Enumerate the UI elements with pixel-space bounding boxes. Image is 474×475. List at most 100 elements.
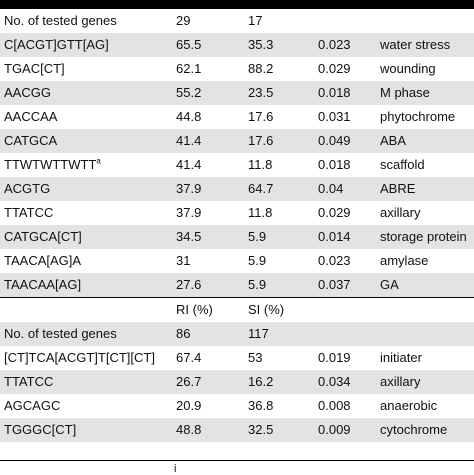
value-1-cell: 48.8 [176, 418, 201, 442]
motif-cell-text: TAACAA[AG] [4, 277, 82, 292]
p-value-cell-text: 0.029 [318, 205, 351, 220]
p-value-cell: 0.018 [318, 81, 351, 105]
function-cell: storage protein [380, 225, 467, 249]
function-cell-text: storage protein [380, 229, 467, 244]
motif-cell: TAACAA[AG] [4, 273, 81, 297]
count-value-2: 117 [248, 326, 269, 341]
p-value-cell: 0.018 [318, 153, 351, 177]
value-2-cell: 53 [248, 346, 262, 370]
table-row: CATGCA[CT] 34.5 5.9 0.014 storage protein [0, 225, 474, 249]
value-2-cell-text: 5.9 [248, 277, 267, 292]
count-label: No. of tested genes [4, 326, 117, 341]
p-value-cell: 0.049 [318, 129, 351, 153]
value-1-cell-text: 37.9 [176, 205, 202, 220]
p-value-cell-text: 0.029 [318, 61, 351, 76]
value-2-cell: 11.8 [248, 201, 272, 225]
col-header-si: SI (%) [248, 302, 285, 317]
section2-header-row: RI (%) SI (%) [0, 297, 474, 322]
motif-cell: AGCAGC [4, 394, 60, 418]
function-cell: water stress [380, 33, 450, 57]
p-value-cell: 0.023 [318, 33, 351, 57]
value-1-cell-text: 48.8 [176, 422, 202, 437]
motif-cell: C[ACGT]GTT[AG] [4, 33, 109, 57]
value-2-cell-text: 16.2 [248, 374, 274, 389]
value-2-cell: 16.2 [248, 370, 273, 394]
motif-cell-text: AACCAA [4, 109, 58, 124]
value-2-cell: 32.5 [248, 418, 273, 442]
value-2-cell: 17.6 [248, 105, 273, 129]
p-value-cell-text: 0.009 [318, 422, 351, 437]
value-1-cell: 62.1 [176, 57, 201, 81]
motif-cell-text: TTWTWTTWTT [4, 157, 97, 172]
value-2-cell: 5.9 [248, 225, 266, 249]
value-1-cell-text: 31 [176, 253, 191, 268]
motif-cell: TGGGC[CT] [4, 418, 76, 442]
function-cell-text: axillary [380, 205, 421, 220]
value-2-cell-text: 32.5 [248, 422, 274, 437]
value-2-cell: 5.9 [248, 249, 266, 273]
value-1-cell: 55.2 [176, 81, 201, 105]
motif-cell: AACGG [4, 81, 51, 105]
value-1-cell-text: 65.5 [176, 37, 202, 52]
value-1-cell-text: 44.8 [176, 109, 202, 124]
value-2-cell: 36.8 [248, 394, 273, 418]
function-cell-text: initiater [380, 350, 422, 365]
function-cell-text: phytochrome [380, 109, 456, 124]
motif-cell: TTWTWTTWTTa [4, 153, 101, 177]
function-cell-text: M phase [380, 85, 430, 100]
value-1-cell: 37.9 [176, 201, 201, 225]
count-value-1: 29 [176, 13, 191, 28]
table-row: TGGGC[CT] 48.8 32.5 0.009 cytochrome [0, 418, 474, 442]
section2-count-row: No. of tested genes 86 117 [0, 322, 474, 346]
value-2-cell-text: 11.8 [248, 205, 273, 220]
table-row: ACGTG 37.9 64.7 0.04 ABRE [0, 177, 474, 201]
table-row: C[ACGT]GTT[AG] 65.5 35.3 0.023 water stress [0, 33, 474, 57]
p-value-cell-text: 0.031 [318, 109, 351, 124]
count-value-2: 17 [248, 13, 263, 28]
value-1-cell-text: 41.4 [176, 133, 202, 148]
value-2-cell-text: 17.6 [248, 133, 274, 148]
p-value-cell: 0.008 [318, 394, 351, 418]
p-value-cell: 0.029 [318, 201, 351, 225]
value-2-cell-text: 36.8 [248, 398, 274, 413]
motif-cell: TAACA[AG]A [4, 249, 81, 273]
p-value-cell: 0.014 [318, 225, 351, 249]
value-1-cell: 26.7 [176, 370, 201, 394]
value-1-cell-text: 26.7 [176, 374, 202, 389]
value-1-cell: 41.4 [176, 153, 201, 177]
value-1-cell-text: 27.6 [176, 277, 202, 292]
value-2-cell-text: 5.9 [248, 253, 267, 268]
table-row: TGAC[CT] 62.1 88.2 0.029 wounding [0, 57, 474, 81]
count-label: No. of tested genes [4, 13, 117, 28]
motif-cell-text: AACGG [4, 85, 51, 100]
function-cell: initiater [380, 346, 422, 370]
table-row: TTATCC 26.7 16.2 0.034 axillary [0, 370, 474, 394]
motif-cell: AACCAA [4, 105, 57, 129]
function-cell: scaffold [380, 153, 425, 177]
value-2-cell-text: 64.7 [248, 181, 274, 196]
table-row: TAACAA[AG] 27.6 5.9 0.037 GA [0, 273, 474, 297]
function-cell-text: anaerobic [380, 398, 438, 413]
motif-cell-text: CATGCA[CT] [4, 229, 82, 244]
motif-table: No. of tested genes 29 17 C[ACGT]GTT[AG]… [0, 0, 474, 442]
footer-fragment: i [174, 463, 177, 475]
bottom-rule [0, 460, 474, 461]
value-2-cell: 35.3 [248, 33, 273, 57]
motif-cell: [CT]TCA[ACGT]T[CT][CT] [4, 346, 155, 370]
function-cell: ABRE [380, 177, 415, 201]
count-value-1: 86 [176, 326, 191, 341]
value-2-cell: 17.6 [248, 129, 273, 153]
value-1-cell-text: 20.9 [176, 398, 202, 413]
p-value-cell: 0.029 [318, 57, 351, 81]
value-1-cell: 67.4 [176, 346, 201, 370]
function-cell: cytochrome [380, 418, 447, 442]
value-1-cell: 37.9 [176, 177, 201, 201]
p-value-cell-text: 0.049 [318, 133, 351, 148]
function-cell-text: wounding [380, 61, 436, 76]
table-row: TTATCC 37.9 11.8 0.029 axillary [0, 201, 474, 225]
motif-cell-text: TGGGC[CT] [4, 422, 77, 437]
function-cell: amylase [380, 249, 428, 273]
col-header-ri: RI (%) [176, 302, 213, 317]
motif-cell-text: [CT]TCA[ACGT]T[CT][CT] [4, 350, 155, 365]
p-value-cell: 0.037 [318, 273, 351, 297]
